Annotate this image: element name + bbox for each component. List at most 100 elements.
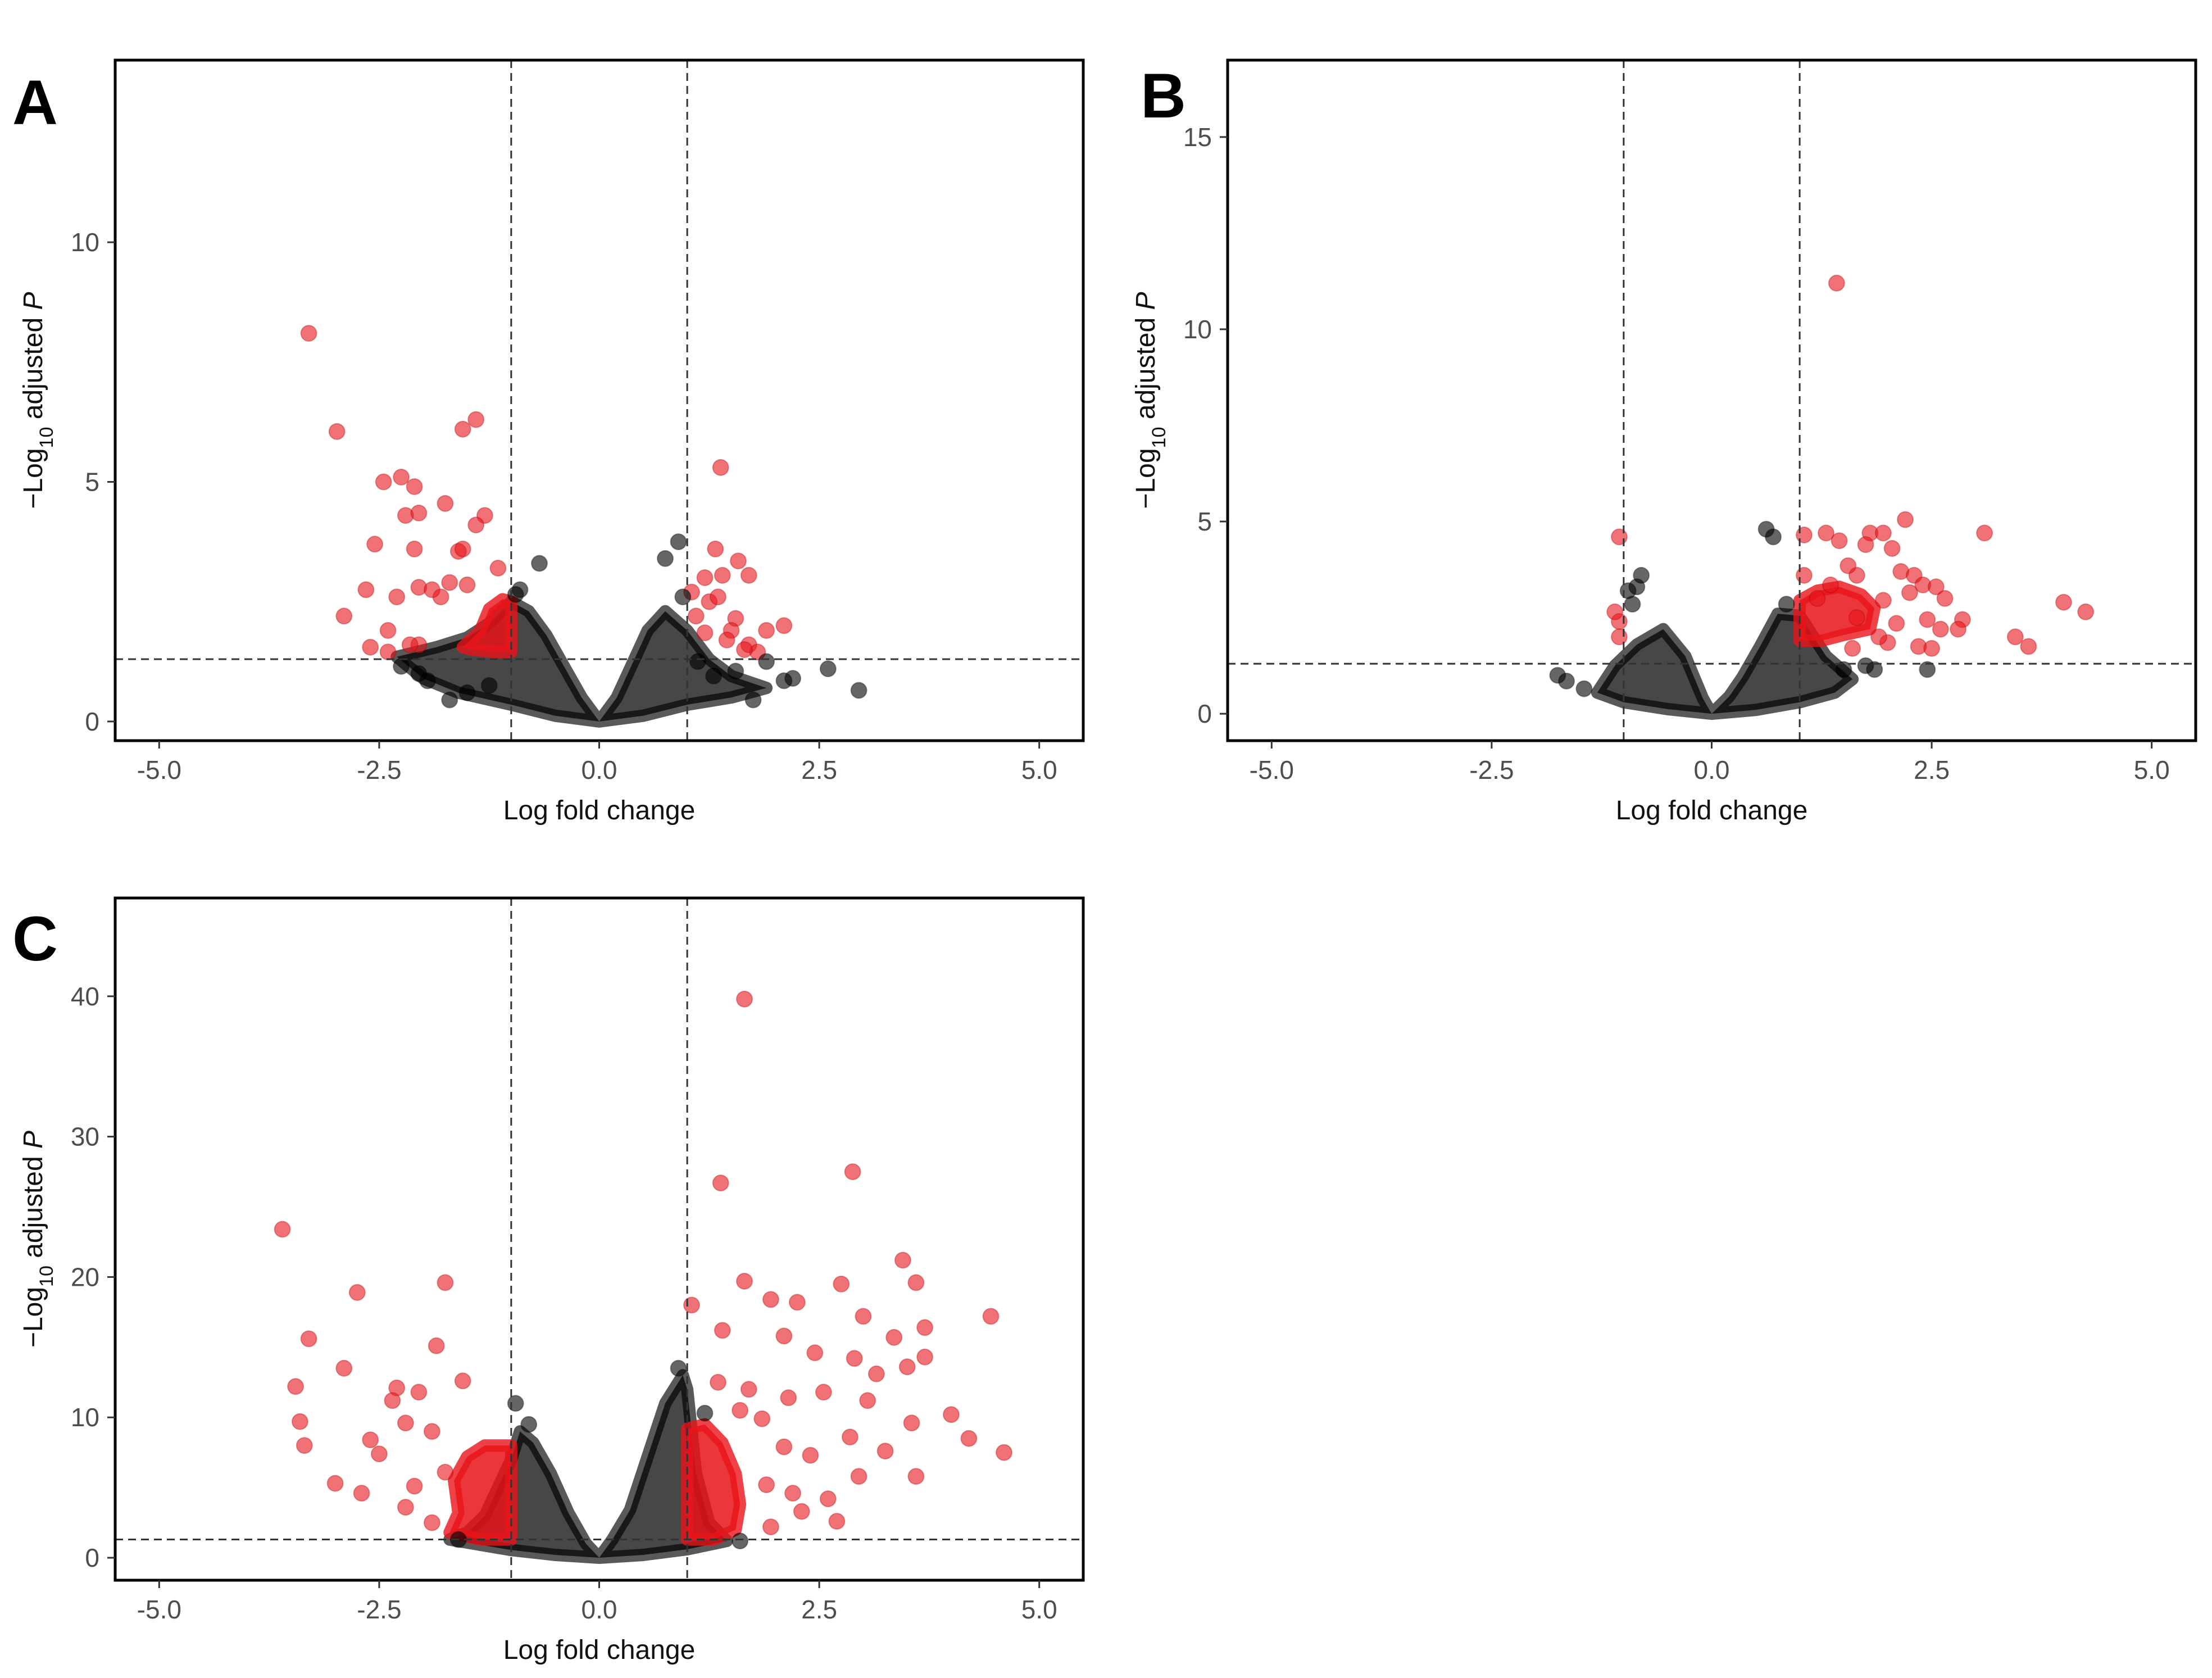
significant-point [335, 607, 353, 625]
y-tick-label: 20 [71, 1262, 99, 1291]
significant-point [379, 643, 397, 661]
significant-point [828, 1513, 846, 1530]
y-tick-label: 10 [71, 228, 99, 257]
nonsignificant-point [480, 677, 498, 694]
significant-point [1611, 628, 1628, 646]
significant-point [428, 1337, 445, 1354]
significant-point [982, 1308, 1000, 1325]
significant-point [740, 1381, 757, 1398]
significant-point [366, 536, 384, 553]
significant-point [762, 1518, 779, 1536]
significant-point [362, 1431, 379, 1449]
nonsignificant-point-cloud [1597, 614, 1853, 714]
significant-point [758, 622, 775, 639]
nonsignificant-point [1765, 528, 1782, 546]
significant-point [1831, 532, 1848, 550]
significant-point [753, 1410, 771, 1427]
point-cloud-edge [1793, 581, 1881, 647]
nonsignificant-point [507, 1395, 524, 1412]
significant-point [740, 566, 757, 584]
significant-point [384, 1392, 401, 1409]
significant-point [410, 504, 428, 521]
x-tick-label: 2.5 [801, 1595, 837, 1624]
significant-point [683, 1296, 700, 1314]
significant-point [1874, 524, 1892, 542]
significant-point [467, 516, 485, 534]
nonsignificant-point [1919, 661, 1936, 678]
nonsignificant-point [531, 555, 548, 572]
significant-point [907, 1274, 925, 1291]
significant-point [397, 1414, 414, 1432]
nonsignificant-point [458, 684, 476, 701]
significant-point [1874, 592, 1892, 609]
significant-point [819, 1490, 837, 1508]
x-tick-label: -5.0 [137, 1595, 181, 1624]
significant-point [815, 1384, 832, 1401]
plot-frame [113, 58, 1085, 742]
nonsignificant-point [507, 586, 524, 603]
significant-point [348, 1284, 366, 1301]
significant-point [287, 1378, 305, 1395]
y-axis-title-prefix: −Log [19, 1287, 48, 1348]
significant-point [903, 1414, 920, 1432]
significant-point [876, 1443, 894, 1460]
significant-point [1822, 576, 1839, 593]
y-axis-title: −Log10 adjusted P [1131, 292, 1170, 509]
significant-point [1796, 527, 1813, 543]
significant-point [696, 624, 714, 642]
significant-point [793, 1503, 810, 1520]
nonsignificant-point [410, 665, 428, 682]
significant-point [732, 1402, 749, 1419]
significant-point [780, 1389, 797, 1407]
significant-point [397, 1499, 414, 1516]
significant-point [2077, 603, 2095, 620]
volcano-panel-a: A -5.0 -2.5 0.0 2.5 5.0 0 5 10 Log fold change −Lo… [12, 58, 1085, 826]
significant-point [300, 325, 317, 342]
x-tick-label: 5.0 [2134, 755, 2170, 784]
significant-point [401, 636, 419, 654]
x-tick-label: -2.5 [357, 1595, 401, 1624]
nonsignificant-point [689, 653, 706, 670]
panel-letter: B [1141, 61, 1186, 131]
nonsignificant-point [1778, 596, 1795, 613]
significant-point [423, 1514, 440, 1531]
significant-point [375, 473, 392, 491]
significant-point [406, 478, 423, 495]
y-tick-label: 40 [71, 982, 99, 1011]
significant-point [758, 1476, 775, 1494]
significant-point [1923, 640, 1941, 657]
point-cloud-edge [456, 593, 517, 659]
nonsignificant-point [819, 660, 837, 678]
significant-point [1897, 511, 1914, 528]
y-axis-title-prefix: −Log [19, 448, 48, 509]
significant-point [2055, 593, 2072, 611]
significant-point [806, 1344, 824, 1362]
significant-point [775, 1438, 793, 1455]
significant-point [406, 540, 423, 557]
significant-point [898, 1358, 916, 1376]
significant-point [841, 1428, 859, 1446]
significant-point [736, 1272, 753, 1290]
significant-point [1839, 557, 1857, 574]
significant-point [867, 1365, 885, 1382]
point-cloud-edge [1591, 607, 1859, 720]
significant-point [855, 1308, 872, 1325]
nonsignificant-point [850, 682, 867, 699]
significant-point [846, 1350, 863, 1367]
significant-point [996, 1444, 1012, 1461]
nonsignificant-point [670, 533, 687, 551]
nonsignificant-point [393, 657, 410, 675]
x-tick-label: 2.5 [1914, 755, 1950, 784]
significant-point [943, 1406, 960, 1423]
significant-point [1857, 536, 1874, 554]
significant-point [802, 1446, 819, 1464]
significant-point [300, 1330, 317, 1348]
significant-point [467, 411, 485, 428]
nonsignificant-point [674, 588, 692, 606]
significant-point [393, 469, 410, 486]
significant-point [712, 459, 729, 476]
significant-point [718, 631, 735, 648]
significant-point [1809, 589, 1826, 607]
volcano-panel-b: B -5.0 -2.5 0.0 2.5 5.0 0 5 10 15 Log fold change −… [1131, 58, 2197, 826]
